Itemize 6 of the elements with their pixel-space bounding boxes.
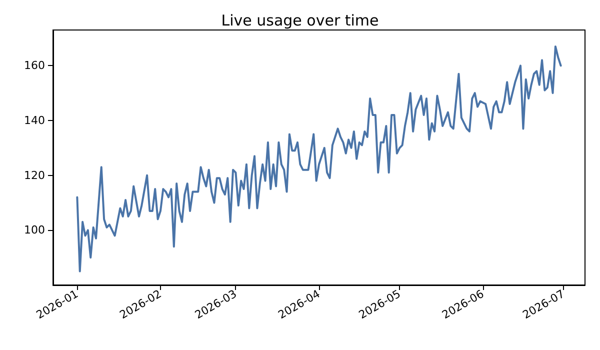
y-tick-label: 120: [24, 168, 45, 182]
y-tick-label: 100: [24, 224, 45, 237]
y-tick-label: 160: [24, 59, 45, 72]
chart-title: Live usage over time: [221, 12, 379, 30]
y-tick-label: 140: [24, 114, 45, 127]
line-series: [76, 45, 562, 272]
